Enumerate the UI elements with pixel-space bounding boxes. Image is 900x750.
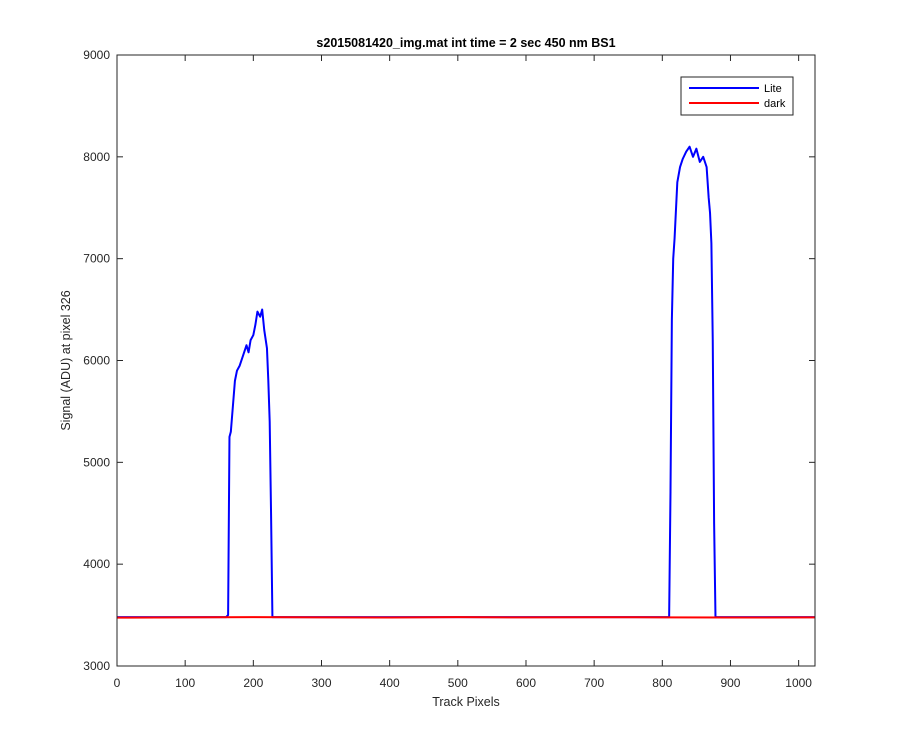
legend-entry-lite: Lite [764, 83, 782, 95]
series-layer [116, 145, 816, 619]
x-tick-label: 400 [380, 676, 400, 690]
y-axis-ticks: 3000 4000 5000 6000 7000 8000 9000 [83, 48, 815, 673]
x-tick-label: 800 [652, 676, 672, 690]
x-tick-label: 100 [175, 676, 195, 690]
x-tick-label: 600 [516, 676, 536, 690]
x-tick-label: 200 [243, 676, 263, 690]
y-tick-label: 3000 [83, 659, 110, 673]
x-tick-label: 300 [311, 676, 331, 690]
x-tick-label: 700 [584, 676, 604, 690]
y-tick-label: 7000 [83, 252, 110, 266]
y-tick-label: 6000 [83, 354, 110, 368]
y-axis-label: Signal (ADU) at pixel 326 [59, 290, 73, 430]
chart-title: s2015081420_img.mat int time = 2 sec 450… [316, 36, 615, 50]
y-tick-label: 4000 [83, 557, 110, 571]
x-tick-label: 0 [114, 676, 121, 690]
x-tick-label: 900 [720, 676, 740, 690]
legend-entry-dark: dark [764, 98, 786, 110]
x-tick-label: 1000 [785, 676, 812, 690]
y-tick-label: 9000 [83, 48, 110, 62]
x-axis-ticks: 0 100 200 300 400 500 600 700 800 900 1000 [114, 55, 812, 690]
legend: Lite dark [680, 76, 794, 116]
plot-area [117, 55, 815, 666]
x-axis-label: Track Pixels [432, 695, 500, 709]
series-line-dark [116, 616, 816, 619]
legend-box [680, 76, 794, 116]
y-tick-label: 8000 [83, 150, 110, 164]
x-tick-label: 500 [448, 676, 468, 690]
y-tick-label: 5000 [83, 455, 110, 469]
